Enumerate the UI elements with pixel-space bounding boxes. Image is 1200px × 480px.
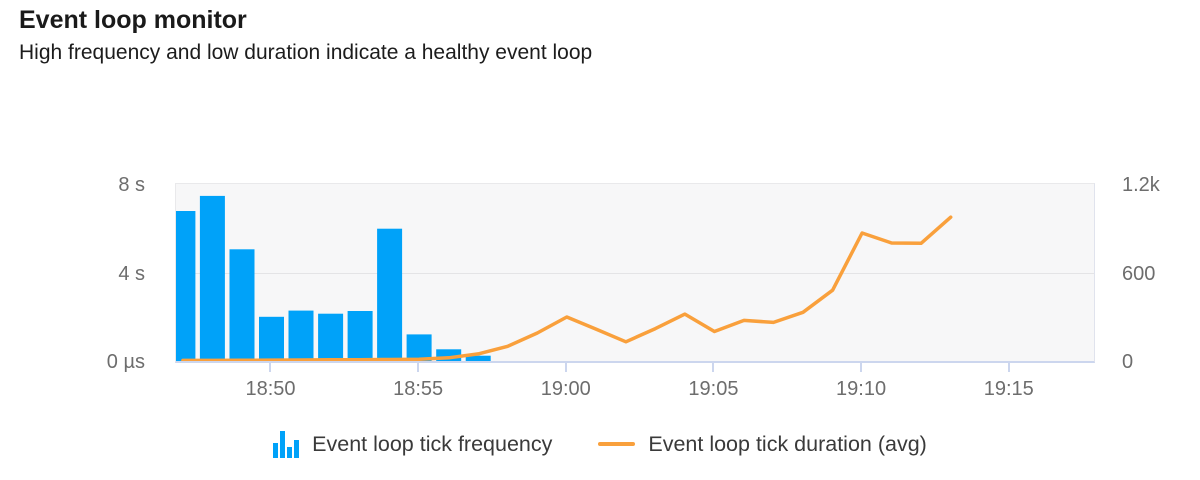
x-axis-label: 18:50 [245, 378, 296, 400]
frequency-bar[interactable] [406, 334, 432, 361]
legend-item-duration[interactable]: Event loop tick duration (avg) [598, 431, 927, 457]
x-axis-tick [1007, 362, 1010, 372]
frequency-bar[interactable] [199, 195, 225, 361]
page-subtitle: High frequency and low duration indicate… [19, 40, 593, 64]
legend-item-frequency[interactable]: Event loop tick frequency [273, 430, 552, 458]
page-title: Event loop monitor [19, 6, 247, 34]
bar-chart-icon [273, 431, 300, 458]
x-axis-tick [564, 362, 567, 372]
x-axis-label: 19:15 [983, 378, 1034, 400]
plot-area[interactable] [175, 183, 1095, 363]
y-axis-label-right: 0 [1122, 351, 1134, 373]
x-axis-label: 19:10 [836, 378, 887, 400]
y-axis-label-left: 4 s [118, 262, 145, 285]
frequency-bar[interactable] [465, 355, 491, 361]
x-axis-tick [417, 362, 420, 372]
chart-legend: Event loop tick frequency Event loop tic… [0, 430, 1200, 458]
x-axis-label: 19:00 [540, 378, 591, 400]
duration-line[interactable] [181, 215, 953, 361]
frequency-bar[interactable] [259, 316, 284, 361]
chart-header: Event loop monitor High frequency and lo… [19, 4, 592, 66]
legend-label-duration: Event loop tick duration (avg) [648, 431, 927, 456]
frequency-bar[interactable] [318, 313, 344, 361]
gridline [176, 272, 1094, 274]
x-axis-label: 19:05 [688, 378, 739, 400]
line-icon [598, 442, 636, 446]
frequency-bar[interactable] [436, 349, 462, 361]
legend-label-frequency: Event loop tick frequency [312, 431, 553, 456]
y-axis-label-right: 1.2k [1122, 174, 1160, 196]
x-axis-tick [712, 362, 715, 372]
x-axis-tick [269, 362, 272, 372]
y-axis-label-left: 0 µs [106, 351, 145, 373]
frequency-bar[interactable] [288, 310, 314, 361]
chart-canvas[interactable] [176, 184, 1094, 361]
frequency-bar[interactable] [229, 249, 255, 361]
frequency-bar[interactable] [377, 228, 403, 361]
frequency-bar[interactable] [347, 311, 373, 361]
y-axis-label-right: 600 [1122, 262, 1156, 285]
y-axis-label-left: 8 s [118, 174, 145, 196]
x-axis-tick [860, 362, 863, 372]
frequency-bar[interactable] [176, 211, 196, 361]
x-axis-label: 18:55 [393, 378, 444, 400]
